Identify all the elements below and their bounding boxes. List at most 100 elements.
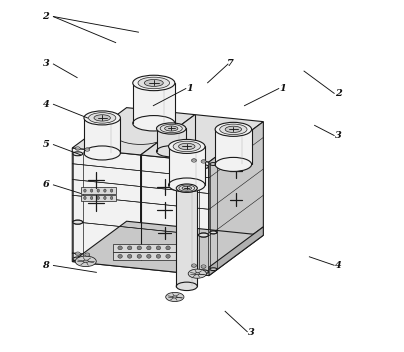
Ellipse shape: [90, 196, 93, 200]
Text: 3: 3: [335, 131, 342, 140]
Ellipse shape: [210, 231, 217, 234]
Ellipse shape: [84, 189, 86, 192]
Ellipse shape: [84, 196, 86, 200]
Text: 7: 7: [227, 59, 233, 68]
Bar: [112, 252, 176, 260]
Text: 4: 4: [42, 100, 49, 109]
Polygon shape: [72, 108, 195, 155]
Text: 3: 3: [248, 327, 255, 337]
Polygon shape: [72, 253, 209, 276]
Ellipse shape: [73, 220, 83, 224]
Ellipse shape: [84, 146, 120, 160]
Ellipse shape: [168, 139, 205, 153]
Ellipse shape: [147, 254, 151, 258]
Text: 8: 8: [42, 261, 49, 270]
Ellipse shape: [97, 189, 99, 192]
Ellipse shape: [166, 246, 170, 250]
Polygon shape: [209, 122, 263, 267]
Ellipse shape: [179, 143, 195, 150]
Ellipse shape: [179, 185, 195, 191]
Ellipse shape: [75, 252, 80, 256]
Ellipse shape: [118, 254, 122, 258]
Ellipse shape: [182, 186, 191, 190]
Ellipse shape: [90, 189, 93, 192]
Ellipse shape: [75, 147, 80, 150]
Ellipse shape: [156, 254, 161, 258]
Ellipse shape: [156, 123, 186, 134]
Ellipse shape: [215, 157, 252, 171]
Ellipse shape: [195, 272, 200, 275]
Ellipse shape: [199, 165, 208, 169]
Ellipse shape: [188, 269, 206, 278]
Text: 1: 1: [186, 84, 193, 93]
Ellipse shape: [128, 254, 132, 258]
Ellipse shape: [199, 233, 208, 237]
Ellipse shape: [166, 293, 184, 302]
Polygon shape: [72, 148, 141, 260]
Ellipse shape: [85, 253, 90, 256]
Polygon shape: [215, 129, 252, 164]
Ellipse shape: [173, 296, 177, 298]
Ellipse shape: [215, 122, 252, 136]
Ellipse shape: [138, 77, 170, 89]
Ellipse shape: [118, 246, 122, 250]
Ellipse shape: [110, 189, 113, 192]
Ellipse shape: [144, 80, 163, 87]
Bar: [112, 244, 176, 252]
Ellipse shape: [73, 152, 83, 156]
Ellipse shape: [104, 196, 106, 200]
Polygon shape: [72, 221, 263, 276]
Text: 1: 1: [279, 84, 286, 93]
Ellipse shape: [156, 246, 161, 250]
Bar: [81, 187, 116, 194]
Ellipse shape: [73, 257, 83, 261]
Ellipse shape: [137, 246, 141, 250]
Polygon shape: [141, 115, 263, 162]
Ellipse shape: [176, 282, 197, 290]
Polygon shape: [168, 146, 205, 185]
Ellipse shape: [220, 124, 247, 134]
Ellipse shape: [147, 246, 151, 250]
Text: 2: 2: [335, 89, 342, 98]
Ellipse shape: [210, 163, 217, 165]
Ellipse shape: [83, 260, 88, 263]
Text: 4: 4: [335, 261, 342, 270]
Ellipse shape: [199, 270, 208, 274]
Ellipse shape: [85, 148, 90, 151]
Polygon shape: [133, 83, 175, 123]
Ellipse shape: [73, 220, 83, 224]
Ellipse shape: [191, 159, 196, 162]
Ellipse shape: [201, 160, 206, 163]
Ellipse shape: [168, 178, 205, 192]
Ellipse shape: [84, 111, 120, 125]
Ellipse shape: [133, 75, 175, 91]
Ellipse shape: [97, 196, 99, 200]
Polygon shape: [141, 155, 209, 267]
Ellipse shape: [166, 254, 170, 258]
Ellipse shape: [110, 196, 113, 200]
Ellipse shape: [210, 268, 217, 271]
Ellipse shape: [133, 115, 175, 131]
Ellipse shape: [201, 265, 206, 268]
Ellipse shape: [160, 124, 182, 133]
Ellipse shape: [164, 126, 178, 131]
Ellipse shape: [176, 184, 197, 193]
Text: 2: 2: [42, 12, 49, 21]
Ellipse shape: [128, 246, 132, 250]
Ellipse shape: [88, 113, 116, 123]
Polygon shape: [176, 188, 197, 286]
Ellipse shape: [225, 126, 242, 132]
Ellipse shape: [156, 146, 186, 157]
Ellipse shape: [137, 254, 141, 258]
Ellipse shape: [191, 264, 196, 267]
Ellipse shape: [210, 231, 217, 234]
Ellipse shape: [94, 115, 110, 121]
Ellipse shape: [173, 141, 200, 152]
Polygon shape: [156, 128, 186, 151]
Ellipse shape: [75, 256, 96, 266]
Bar: [81, 195, 116, 201]
Ellipse shape: [104, 189, 106, 192]
Text: 3: 3: [42, 59, 49, 68]
Polygon shape: [84, 118, 120, 153]
Text: 6: 6: [42, 180, 49, 189]
